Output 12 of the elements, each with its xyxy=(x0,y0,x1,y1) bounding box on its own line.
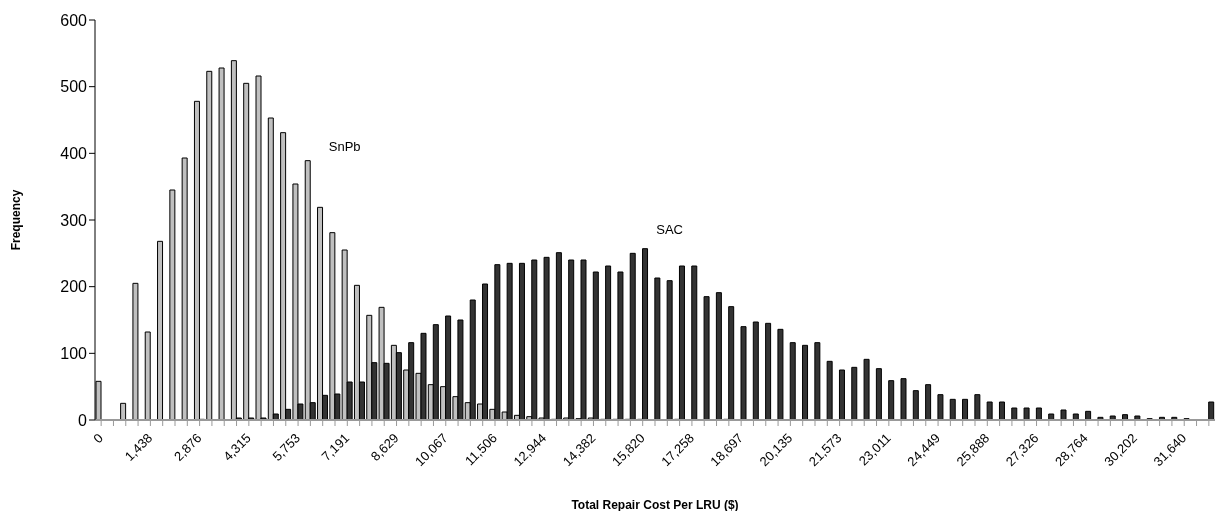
x-axis-title: Total Repair Cost Per LRU ($) xyxy=(571,498,739,512)
y-tick-label: 500 xyxy=(60,78,88,96)
y-tick-label: 200 xyxy=(60,278,88,296)
y-tick-label: 400 xyxy=(60,145,88,163)
x-tick-label: 0 xyxy=(90,430,107,447)
y-tick-label: 0 xyxy=(78,411,88,429)
y-axis-title: Frequency xyxy=(9,189,24,251)
series-label: SnPb xyxy=(328,139,361,154)
y-tick-label: 600 xyxy=(60,11,88,29)
y-tick-label: 100 xyxy=(60,345,88,363)
series-label: SAC xyxy=(656,221,684,237)
y-tick-label: 300 xyxy=(60,211,88,229)
